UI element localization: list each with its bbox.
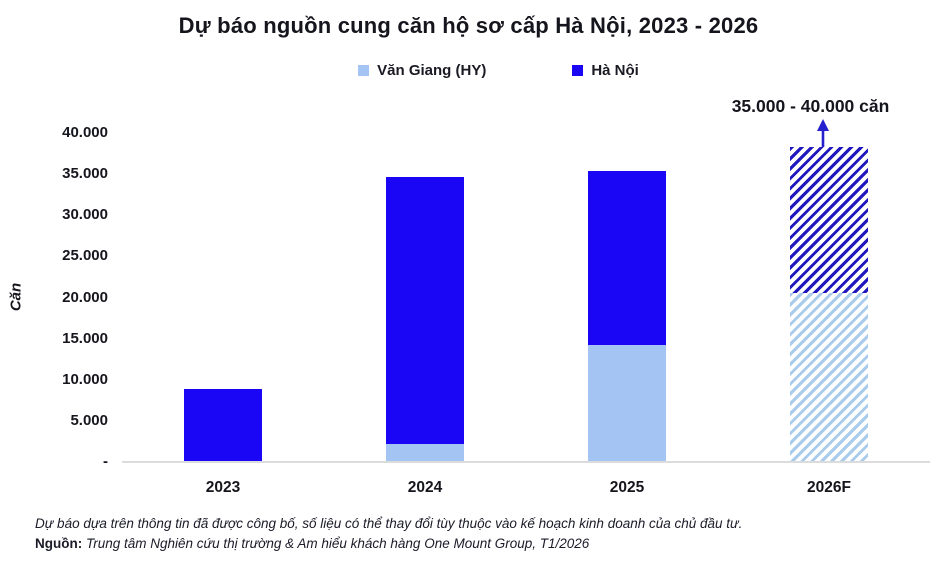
bar-2024 [386,177,464,462]
bar-segment [386,444,464,462]
source-label: Nguồn: [35,536,83,551]
bar-segment [184,389,262,462]
y-tick-label: 40.000 [62,124,108,141]
bar-2026f [790,147,868,462]
bar-segment [790,293,868,462]
footnote-text: Dự báo dựa trên thông tin đã được công b… [35,516,743,531]
legend-label-ha-noi: Hà Nội [591,62,639,79]
y-tick-label: 25.000 [62,247,108,265]
bar-segment [386,177,464,444]
y-tick-label: 10.000 [62,370,108,388]
legend-label-van-giang: Văn Giang (HY) [377,62,487,79]
x-axis-label: 2024 [407,479,443,496]
bar-segment [588,171,666,345]
x-axis-label: 2023 [205,479,241,496]
y-tick-label: 30.000 [62,206,108,224]
y-tick-label: 15.000 [62,329,108,347]
bar-2025 [588,171,666,462]
forecast-range-annotation: 35.000 - 40.000 căn [731,96,890,116]
y-tick-label: 35.000 [62,165,108,183]
legend-item-van-giang: Văn Giang (HY) [358,62,486,79]
legend-swatch-van-giang-icon [358,65,370,76]
plot-area [122,133,930,462]
chart-title: Dự báo nguồn cung căn hộ sơ cấp Hà Nội, … [178,13,759,38]
x-axis-label: 2025 [609,479,645,496]
bar-segment [588,345,666,462]
x-axis-line [122,461,930,463]
footer: Dự báo dựa trên thông tin đã được công b… [35,514,915,554]
legend-item-ha-noi: Hà Nội [572,62,639,79]
legend-swatch-ha-noi-icon [572,65,584,76]
source-line: Nguồn: Trung tâm Nghiên cứu thị trường &… [35,534,915,554]
y-tick-label: 5.000 [70,411,108,429]
y-tick-label: - [103,453,108,470]
bar-segment [790,147,868,293]
bar-2023 [184,389,262,462]
source-text: Trung tâm Nghiên cứu thị trường & Am hiể… [86,536,590,551]
y-tick-label: 20.000 [62,288,108,306]
x-axis-label: 2026F [807,479,851,496]
legend: Văn Giang (HY) Hà Nội [30,62,937,79]
